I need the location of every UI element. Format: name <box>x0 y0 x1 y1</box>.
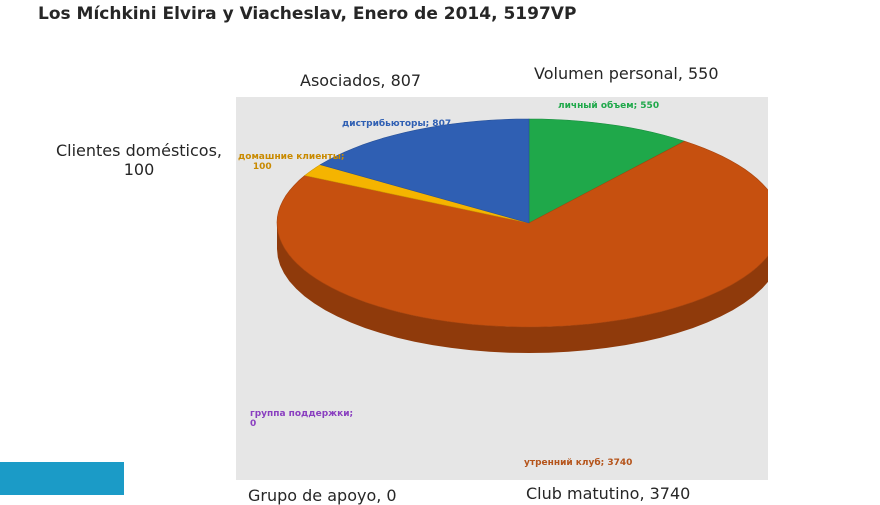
data-label-domash: домашние клиенты; 100 <box>238 152 344 172</box>
pie-chart: личный объем; 550 дистрибьюторы; 807 дом… <box>236 97 768 480</box>
pie-slice-домашние клиенты <box>304 164 530 224</box>
label-volumen-personal: Volumen personal, 550 <box>534 64 719 83</box>
label-clientes-domesticos: Clientes domésticos, 100 <box>44 141 234 179</box>
label-grupo-de-apoyo: Grupo de apoyo, 0 <box>248 486 397 505</box>
data-label-lichny: личный объем; 550 <box>558 101 660 111</box>
pie-slice-дистрибьюторы <box>319 118 530 224</box>
data-label-utrenny: утренний клуб; 3740 <box>524 458 633 468</box>
data-label-domash-line2: 100 <box>252 162 272 172</box>
data-label-gruppa-line2: 0 <box>250 419 257 429</box>
data-label-gruppa: группа поддержки; 0 <box>250 409 353 429</box>
label-clientes-line1: Clientes domésticos, <box>55 141 223 160</box>
accent-block <box>0 462 124 495</box>
label-clientes-line2: 100 <box>123 160 155 179</box>
data-label-distrib: дистрибьюторы; 807 <box>342 119 452 129</box>
data-label-gruppa-line1: группа поддержки; <box>250 409 354 419</box>
slide-title: Los Míchkini Elvira y Viacheslav, Enero … <box>38 4 577 24</box>
pie-slice-личный объем <box>528 118 686 224</box>
data-label-domash-line1: домашние клиенты; <box>238 152 345 162</box>
pie-svg <box>276 118 768 353</box>
pie-slice-утренний клуб <box>276 140 768 328</box>
label-asociados: Asociados, 807 <box>300 71 422 90</box>
label-club-matutino: Club matutino, 3740 <box>526 484 691 503</box>
pie-side-утренний клуб <box>277 223 768 353</box>
